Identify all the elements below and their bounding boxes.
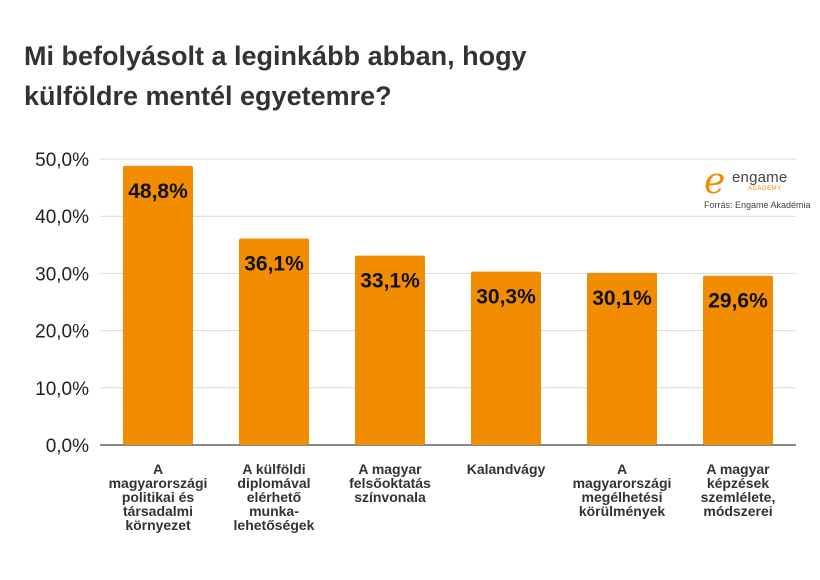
category-label-line: Kalandvágy	[467, 461, 546, 477]
category-label-line: diplomával	[237, 475, 310, 491]
y-tick-label: 20,0%	[35, 322, 89, 343]
category-label-line: szemlélete,	[701, 489, 776, 505]
category-label-line: társadalmi	[123, 503, 193, 519]
category-label-line: magyarországi	[109, 475, 208, 491]
category-label-line: képzések	[707, 475, 769, 491]
logo-subtitle: ACADEMY	[748, 186, 782, 192]
category-label: Kalandvágy	[467, 461, 546, 477]
y-tick-label: 50,0%	[35, 150, 89, 171]
y-axis-ticks: 0,0% 10,0% 20,0% 30,0% 40,0% 50,0%	[35, 150, 89, 457]
data-labels: 48,8% 36,1% 33,1% 30,3% 30,1% 29,6%	[128, 180, 768, 313]
y-tick-label: 10,0%	[35, 379, 89, 400]
logo-wordmark: engame	[732, 169, 788, 186]
chart-title-line-1: Mi befolyásolt a leginkább abban, hogy	[24, 41, 527, 71]
category-label-line: magyarországi	[573, 475, 672, 491]
category-label: A magyar felsőoktatás színvonala	[349, 461, 431, 505]
category-label-line: megélhetési	[582, 489, 663, 505]
data-label: 48,8%	[128, 180, 188, 203]
bar	[471, 271, 541, 445]
chart-title: Mi befolyásolt a leginkább abban, hogy k…	[24, 36, 724, 116]
category-label-line: politikai és	[122, 489, 195, 505]
bar	[703, 275, 773, 445]
bar	[587, 272, 657, 445]
engame-logo: e engame ACADEMY	[704, 164, 800, 214]
category-label-line: környezet	[125, 517, 191, 533]
category-label-line: A	[153, 461, 163, 477]
y-tick-label: 30,0%	[35, 264, 89, 285]
bar	[123, 165, 193, 445]
data-label: 30,3%	[476, 286, 536, 309]
y-tick-label: 40,0%	[35, 207, 89, 228]
category-label-line: A magyar	[706, 461, 770, 477]
bars	[123, 165, 773, 445]
category-label-line: A külföldi	[242, 461, 305, 477]
category-label-line: módszerei	[703, 503, 772, 519]
data-label: 30,1%	[592, 287, 652, 310]
source-note: Forrás: Engame Akadémia	[704, 200, 811, 210]
category-label: A külföldi diplomával elérhető munka-lehető…	[234, 461, 315, 533]
category-label-line: körülmények	[579, 503, 666, 519]
category-label-line: elérhető	[247, 489, 301, 505]
y-tick-label: 0,0%	[46, 436, 89, 457]
category-label-line: felsőoktatás	[349, 475, 431, 491]
category-label-line: A magyar	[358, 461, 422, 477]
logo-mark: e	[704, 161, 726, 202]
gridlines	[100, 158, 796, 446]
bar	[239, 238, 309, 445]
data-label: 33,1%	[360, 270, 420, 293]
data-label: 29,6%	[708, 290, 768, 313]
chart-title-line-2: külföldre mentél egyetemre?	[24, 81, 392, 111]
data-label: 36,1%	[244, 253, 304, 276]
bar	[355, 255, 425, 445]
category-label-line: színvonala	[354, 489, 426, 505]
category-label-line: lehetőségek	[234, 517, 315, 533]
category-label-line: munka-	[249, 503, 299, 519]
category-label: A magyar képzések szemlélete, módszerei	[701, 461, 776, 519]
category-label-line: A	[617, 461, 627, 477]
